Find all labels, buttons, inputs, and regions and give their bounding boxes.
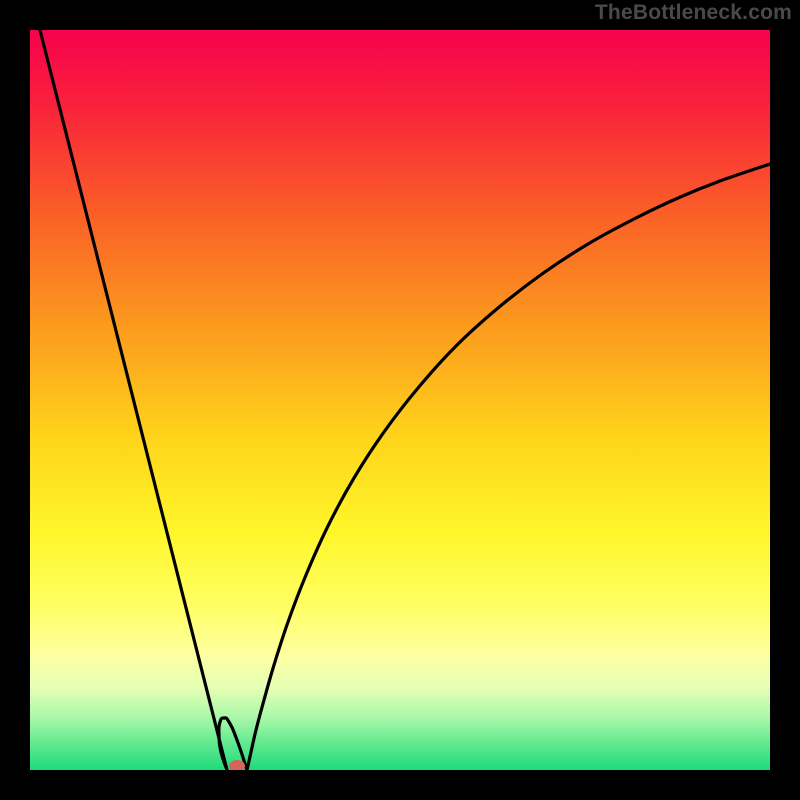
watermark-text: TheBottleneck.com — [595, 1, 792, 25]
chart-container: TheBottleneck.com — [0, 0, 800, 800]
curve-layer — [30, 30, 770, 770]
plot-area — [30, 30, 770, 770]
bottleneck-curve — [40, 30, 770, 770]
